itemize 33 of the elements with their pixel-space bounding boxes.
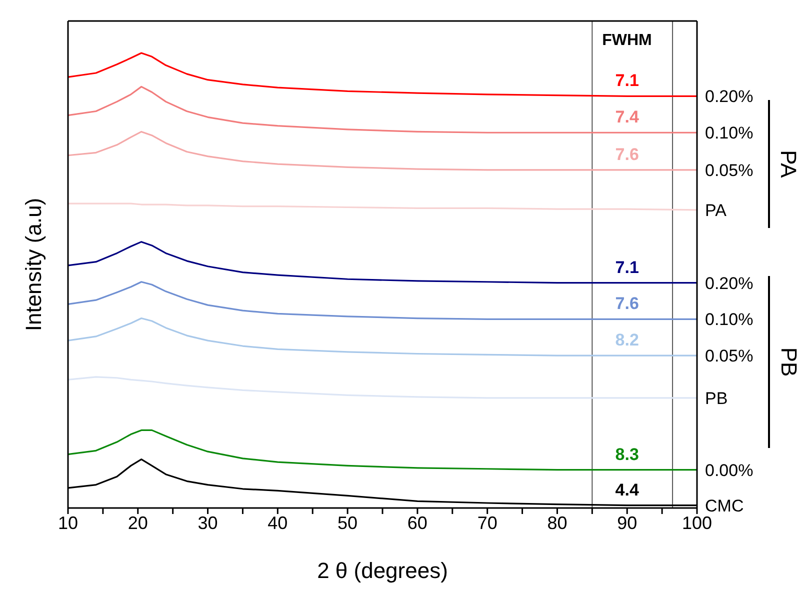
annotation: 4.4 — [615, 480, 640, 500]
annotation: 7.1 — [615, 71, 639, 90]
series-label: CMC — [705, 496, 744, 516]
series-label: PB — [705, 388, 728, 408]
annotation: 8.2 — [615, 330, 639, 350]
x-tick-label: 90 — [617, 512, 638, 533]
annotation: 8.3 — [615, 444, 639, 464]
series-label: 0.20% — [705, 274, 754, 293]
x-tick-label: 100 — [682, 512, 712, 533]
series-label: 0.10% — [705, 124, 754, 143]
x-tick-label: 30 — [198, 512, 218, 533]
series-label: PA — [705, 200, 728, 220]
text: PB — [776, 347, 802, 377]
series-label: 0.00% — [705, 460, 754, 480]
y-axis-title: Intensity (a.u) — [20, 198, 46, 332]
series-label: 0.20% — [705, 87, 754, 106]
series-label: 0.05% — [705, 160, 754, 180]
x-tick-label: 80 — [547, 512, 568, 533]
text: PA — [776, 150, 801, 178]
x-axis-title: 2 θ (degrees) — [317, 558, 448, 583]
annotation: 7.4 — [615, 108, 640, 127]
x-tick-label: 20 — [128, 512, 148, 533]
annotation: 7.6 — [615, 294, 639, 314]
x-tick-label: 50 — [338, 512, 358, 533]
series-label: 0.05% — [705, 346, 754, 366]
text: FWHM — [601, 32, 653, 50]
series-label: 0.10% — [705, 310, 754, 330]
x-tick-label: 10 — [58, 512, 78, 533]
annotation: 7.1 — [615, 258, 639, 277]
annotation: 7.6 — [615, 144, 639, 164]
x-tick-label: 70 — [477, 512, 498, 533]
x-tick-label: 60 — [407, 512, 428, 533]
x-tick-label: 40 — [268, 512, 288, 533]
